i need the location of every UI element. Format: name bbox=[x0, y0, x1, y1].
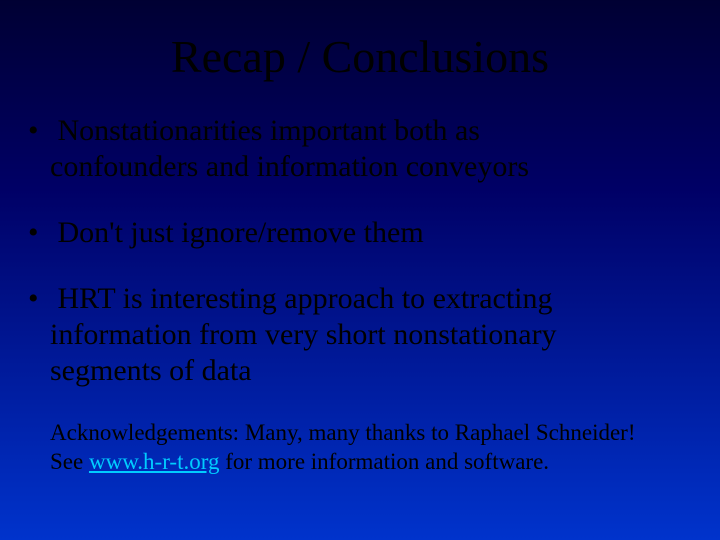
ack-line2: See www.h-r-t.org for more information a… bbox=[50, 448, 670, 477]
bullet-text: HRT is interesting approach to extractin… bbox=[50, 282, 553, 315]
slide: Recap / Conclusions • Nonstationarities … bbox=[0, 0, 720, 540]
slide-title: Recap / Conclusions bbox=[50, 30, 670, 83]
bullet-text-cont: confounders and information conveyors bbox=[50, 149, 670, 185]
bullet-3: • HRT is interesting approach to extract… bbox=[50, 281, 670, 389]
ack-prefix: See bbox=[50, 449, 89, 474]
bullet-2: • Don't just ignore/remove them bbox=[50, 215, 670, 251]
ack-line1: Acknowledgements: Many, many thanks to R… bbox=[50, 419, 670, 448]
bullet-text: Nonstationarities important both as bbox=[50, 114, 480, 147]
bullet-text-cont: information from very short nonstationar… bbox=[50, 317, 670, 389]
bullet-text: Don't just ignore/remove them bbox=[50, 216, 424, 249]
ack-link[interactable]: www.h-r-t.org bbox=[89, 449, 220, 474]
acknowledgements: Acknowledgements: Many, many thanks to R… bbox=[50, 419, 670, 477]
bullet-1: • Nonstationarities important both as co… bbox=[50, 113, 670, 185]
ack-suffix: for more information and software. bbox=[219, 449, 549, 474]
